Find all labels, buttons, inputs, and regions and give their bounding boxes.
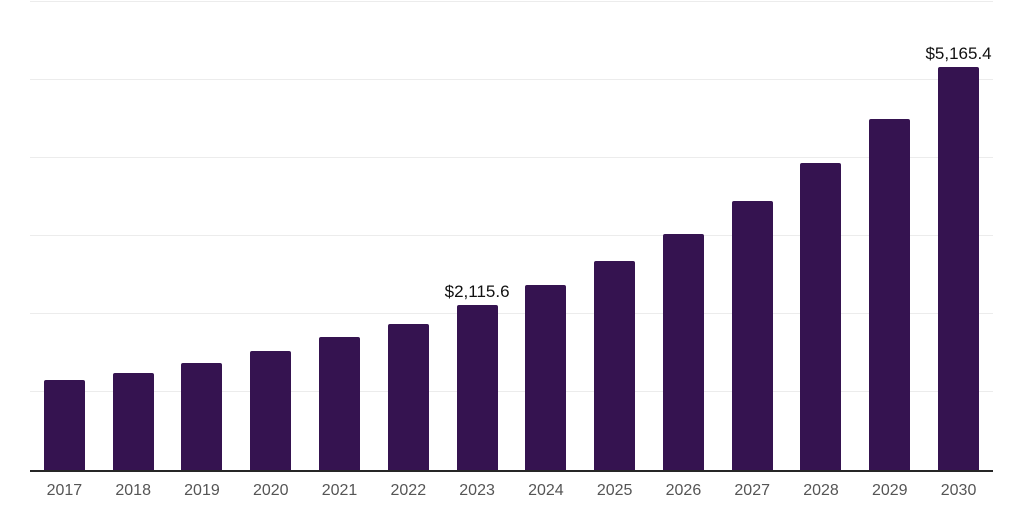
bar-slot-2020 — [236, 2, 305, 470]
bar-2028 — [800, 162, 842, 470]
data-label-2030: $5,165.4 — [925, 44, 992, 64]
bar-2027 — [731, 200, 773, 470]
bar-2019 — [181, 363, 223, 470]
x-tick-label-2024: 2024 — [528, 482, 564, 499]
bar-2022 — [387, 323, 429, 470]
bar-slot-2030: $5,165.4 — [924, 2, 993, 470]
x-tick-label-2030: 2030 — [940, 482, 977, 499]
bar-2023: $2,115.6 — [445, 283, 510, 470]
x-tick-label-2019: 2019 — [184, 482, 220, 499]
x-tick-label-2025: 2025 — [596, 482, 633, 499]
bar-slot-2022 — [374, 2, 443, 470]
bar-2029 — [869, 119, 911, 470]
x-tick-label-2017: 2017 — [46, 482, 83, 499]
x-tick-label-2021: 2021 — [321, 482, 358, 499]
bar-slot-2019 — [168, 2, 237, 470]
bar-2021 — [319, 337, 361, 470]
bar-2030: $5,165.4 — [925, 45, 992, 470]
plot-area: $2,115.6 $5,165.4 — [30, 1, 993, 472]
gridline-3000 — [30, 235, 993, 236]
x-axis-labels: 2017 2018 2019 2020 2021 2022 2023 2024 2025 2026… — [30, 481, 993, 500]
bar-slot-2025 — [580, 2, 649, 470]
x-tick-label-2022: 2022 — [390, 482, 427, 499]
data-label-2023: $2,115.6 — [444, 281, 510, 301]
bar-slot-2026 — [649, 2, 718, 470]
bar-2025 — [594, 260, 636, 470]
x-tick-label-2027: 2027 — [734, 482, 770, 499]
bar-slot-2027 — [718, 2, 787, 470]
bar-slot-2023: $2,115.6 — [443, 2, 512, 470]
bar-slot-2028 — [787, 2, 856, 470]
bar-2020 — [250, 350, 292, 470]
x-tick-label-2029: 2029 — [871, 482, 908, 499]
bar-2018 — [112, 372, 154, 470]
gridline-6000 — [30, 1, 993, 2]
x-axis-line — [30, 470, 993, 472]
x-tick-label-2026: 2026 — [665, 482, 702, 499]
x-tick-label-2023: 2023 — [459, 482, 495, 499]
gridline-5000 — [30, 79, 993, 80]
bar-2017 — [43, 380, 85, 470]
x-tick-label-2020: 2020 — [252, 482, 289, 499]
bar-slot-2021 — [305, 2, 374, 470]
bar-slot-2018 — [99, 2, 168, 470]
bar-slot-2029 — [855, 2, 924, 470]
bar-2024 — [525, 285, 567, 470]
gridline-1000 — [30, 391, 993, 392]
gridline-2000 — [30, 313, 993, 314]
bar-slot-2017 — [30, 2, 99, 470]
x-tick-label-2018: 2018 — [115, 482, 151, 499]
bar-2026 — [662, 233, 704, 470]
bars-row: $2,115.6 $5,165.4 — [30, 2, 993, 470]
x-tick-label-2028: 2028 — [803, 482, 839, 499]
gridline-4000 — [30, 157, 993, 158]
bar-slot-2024 — [511, 2, 580, 470]
